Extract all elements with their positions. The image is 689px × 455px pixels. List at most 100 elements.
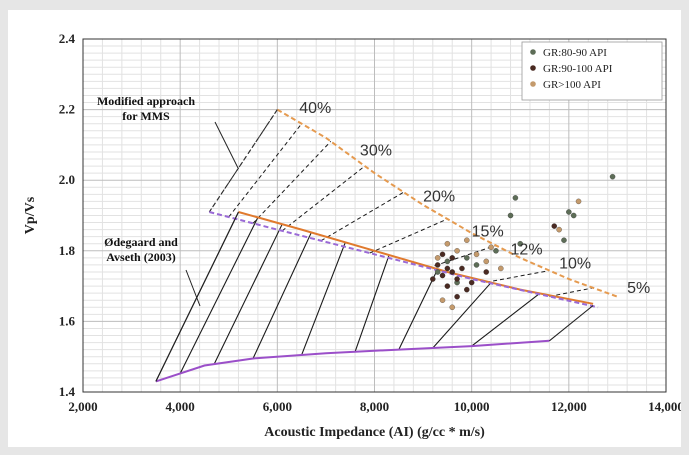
porosity-label: 30% (360, 142, 392, 159)
fan-tie-line (213, 223, 283, 365)
model-lines (155, 108, 618, 383)
x-tick-label: 4,000 (166, 399, 195, 414)
legend-box (521, 41, 663, 101)
legend-label: GR>100 API (543, 79, 601, 91)
scatter-point (488, 244, 494, 251)
legend-label: GR:90-100 API (543, 63, 613, 75)
scatter-point (464, 237, 470, 243)
fan-dashed-tie-line (549, 287, 594, 297)
scatter-point (430, 276, 436, 282)
fan-tie-line (179, 217, 259, 374)
fan-dashed-tie-line (252, 141, 332, 224)
scatter-point (556, 226, 562, 233)
chart-svg: 40% 30% 20% 15% 12% 10% 5% Modified approachfo… (23, 31, 681, 440)
scatter-point (439, 251, 446, 258)
scatter-point (449, 255, 455, 261)
scatter-point (493, 248, 499, 254)
legend: GR:80-90 API GR:90-100 API GR>100 API (521, 41, 663, 101)
porosity-label: 5% (627, 280, 650, 297)
y-tick-label: 1.6 (59, 313, 76, 328)
y-axis-title: Vp/Vs (23, 196, 38, 234)
x-tick-label: 12,000 (551, 399, 587, 414)
fan-dashed-tie-line (228, 123, 303, 218)
y-tick-labels: 1.4 1.6 1.8 2.0 2.2 2.4 (59, 31, 76, 399)
model-line (155, 339, 550, 383)
scatter-point (473, 262, 480, 268)
y-tick-label: 2.4 (59, 31, 76, 46)
fan-tie-line (252, 232, 312, 359)
x-tick-label: 8,000 (360, 399, 389, 414)
scatter-point (444, 265, 451, 272)
porosity-label: 15% (472, 224, 504, 241)
annotation-text: Modified approach (97, 94, 195, 108)
x-tick-labels: 2,000 4,000 6,000 8,000 10,000 12,000 14,000 (68, 399, 681, 414)
scatter-points (430, 173, 616, 311)
scatter-point (449, 269, 455, 275)
scatter-point (507, 212, 514, 219)
plot-border (82, 38, 667, 393)
annotation-text: for MMS (122, 109, 170, 123)
annotation-text: Ødegaard and (104, 235, 178, 249)
model-line (276, 108, 618, 298)
scatter-point (444, 240, 451, 247)
x-tick-label: 2,000 (68, 399, 97, 414)
model-line (209, 211, 599, 309)
scatter-point (609, 173, 616, 180)
scatter-point (498, 265, 504, 272)
porosity-label: 12% (511, 241, 543, 258)
scatter-point (575, 198, 582, 205)
scatter-point (434, 255, 441, 261)
scatter-point (454, 276, 460, 282)
fan-tie-line (471, 292, 541, 347)
porosity-label: 10% (559, 255, 591, 272)
scatter-point (517, 240, 523, 247)
x-tick-label: 10,000 (454, 399, 490, 414)
scatter-point (561, 237, 567, 243)
scatter-point (464, 286, 470, 293)
scatter-point (434, 269, 441, 275)
legend-label: GR:80-90 API (543, 47, 607, 59)
porosity-label: 40% (299, 100, 331, 117)
fan-dashed-tie-line (427, 245, 497, 269)
model-line (155, 211, 239, 382)
scatter-point (468, 279, 475, 286)
scatter-point (570, 212, 577, 219)
fan-dashed-tie-line (369, 218, 448, 254)
scatter-point (444, 258, 451, 265)
scatter-point (483, 258, 489, 265)
chart-frame: 40% 30% 20% 15% 12% 10% 5% Modified approach fo… (8, 10, 681, 447)
fan-tie-line (354, 254, 390, 352)
scatter-point (459, 265, 465, 272)
scatter-point (512, 195, 519, 201)
fan-dashed-tie-line (281, 165, 366, 232)
scatter-point (483, 269, 489, 275)
y-tick-label: 2.0 (59, 172, 75, 187)
model-line (208, 109, 278, 213)
scatter-point (439, 297, 446, 303)
fan-dashed-tie-line (486, 270, 550, 283)
y-tick-label: 1.4 (59, 384, 76, 399)
scatter-point (444, 283, 451, 289)
scatter-point (566, 209, 572, 215)
scatter-point (449, 304, 455, 311)
scatter-point (454, 293, 460, 300)
scatter-point (464, 255, 470, 261)
legend-marker (530, 81, 536, 87)
scatter-point (434, 262, 441, 268)
scatter-point (473, 251, 480, 258)
porosity-label: 20% (423, 188, 455, 205)
model-line (549, 305, 594, 342)
y-tick-label: 2.2 (59, 102, 75, 117)
x-tick-label: 6,000 (263, 399, 292, 414)
fan-tie-line (432, 282, 492, 349)
scatter-point (454, 248, 460, 254)
fan-dashed-tie-line (320, 191, 404, 242)
fan-tie-line (301, 242, 346, 356)
annotation-leader (185, 269, 201, 307)
scatter-point (439, 272, 446, 279)
legend-marker (530, 65, 536, 71)
fan-tie-line (398, 268, 439, 350)
x-tick-label: 14,000 (648, 399, 681, 414)
y-tick-label: 1.8 (59, 243, 76, 258)
